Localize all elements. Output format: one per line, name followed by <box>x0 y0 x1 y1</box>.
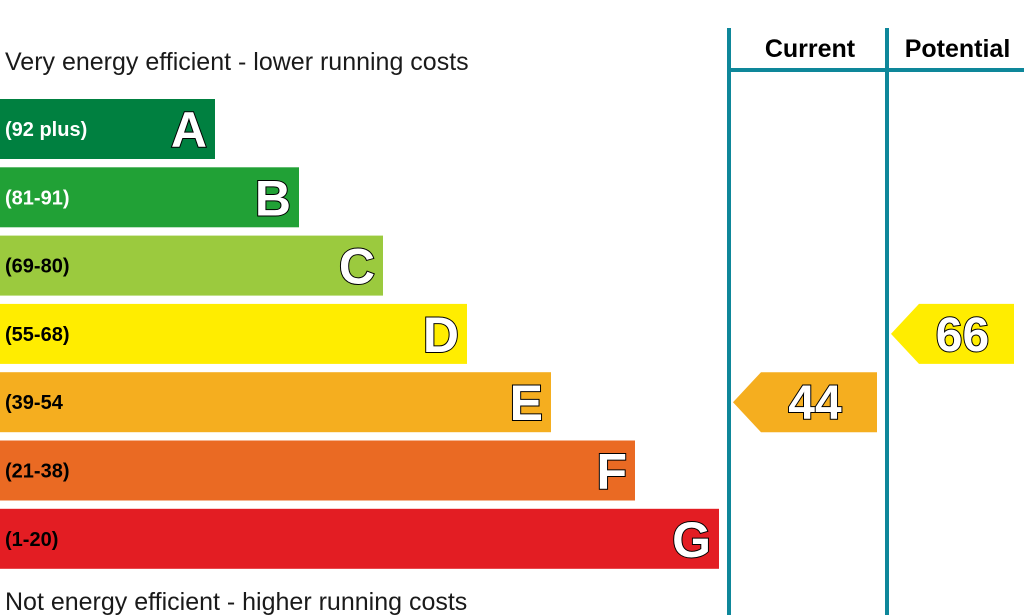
rating-arrow-potential <box>891 303 1014 364</box>
rating-arrow-current <box>733 372 877 433</box>
band-b: (81-91) B <box>0 167 299 228</box>
band-a: (92 plus) A <box>0 99 215 159</box>
band-c-bar <box>0 235 383 296</box>
band-a-range: (92 plus) <box>5 119 87 141</box>
band-g-bar <box>0 508 719 569</box>
band-g-range: (1-20) <box>5 529 58 551</box>
rating-columns: Current 44 Potential 66 <box>727 28 1024 615</box>
band-f: (21-38) F <box>0 440 635 501</box>
band-b-range: (81-91) <box>5 187 69 209</box>
rating-value-current: 44 <box>788 377 842 430</box>
band-e-bar <box>0 372 551 433</box>
band-d-letter: D <box>423 307 459 363</box>
band-b-letter: B <box>255 170 291 226</box>
band-g: (1-20) G <box>0 508 719 569</box>
top-caption: Very energy efficient - lower running co… <box>5 48 469 76</box>
band-b-bar <box>0 167 299 228</box>
band-c: (69-80) C <box>0 235 383 296</box>
band-c-letter: C <box>339 239 375 295</box>
band-d-bar <box>0 303 467 364</box>
bottom-caption: Not energy efficient - higher running co… <box>5 588 467 615</box>
rating-bands: (92 plus) A (81-91) B (69-80) C (55-68) D (39-54… <box>0 99 719 569</box>
band-e-range: (39-54 <box>5 392 64 414</box>
band-e-letter: E <box>510 375 543 431</box>
band-f-letter: F <box>596 444 627 500</box>
band-f-range: (21-38) <box>5 461 69 483</box>
band-d: (55-68) D <box>0 303 467 364</box>
band-d-range: (55-68) <box>5 324 69 346</box>
column-header-current: Current <box>765 35 856 63</box>
band-e: (39-54 E <box>0 372 551 433</box>
band-a-letter: A <box>171 102 207 158</box>
band-c-range: (69-80) <box>5 256 69 278</box>
column-header-potential: Potential <box>905 35 1011 63</box>
band-a-bar <box>0 99 215 159</box>
band-g-letter: G <box>672 512 711 568</box>
band-f-bar <box>0 440 635 501</box>
rating-value-potential: 66 <box>936 309 989 362</box>
